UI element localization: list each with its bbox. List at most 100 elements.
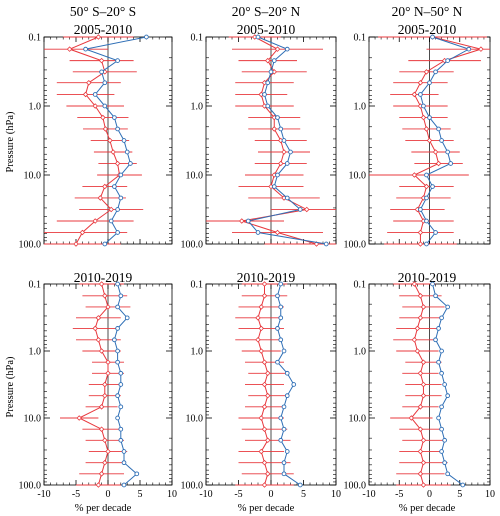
blue-point (433, 337, 438, 343)
red-point (105, 370, 111, 377)
data-layer (60, 281, 140, 488)
red-point (258, 304, 265, 310)
red-point (79, 229, 86, 236)
blue-point (278, 337, 284, 343)
blue-point (427, 80, 432, 86)
blue-point (442, 460, 447, 466)
blue-point (284, 449, 290, 454)
red-point (110, 149, 116, 155)
red-point (264, 370, 271, 377)
y-tick-label: 1.0 (354, 347, 367, 358)
x-tick-label: 5 (457, 489, 462, 500)
red-point (261, 293, 268, 299)
red-point (426, 137, 433, 144)
red-point (420, 459, 427, 466)
red-point (420, 114, 427, 121)
blue-point (115, 348, 120, 354)
red-point (102, 381, 108, 388)
x-tick-label: -10 (37, 489, 50, 500)
red-point (105, 448, 111, 455)
blue-point (427, 115, 432, 120)
red-point (92, 325, 98, 332)
red-point (238, 218, 245, 224)
blue-point (430, 281, 435, 287)
x-axis-label-left: % per decade (75, 503, 132, 514)
x-tick-label: -10 (199, 489, 212, 500)
blue-point (430, 34, 435, 40)
blue-point (424, 218, 429, 224)
data-layer (369, 34, 490, 247)
red-point (417, 426, 424, 432)
x-tick-label: 0 (106, 489, 111, 500)
blue-point (118, 370, 124, 376)
red-point (97, 195, 104, 201)
red-point (414, 325, 421, 332)
blue-point (439, 426, 444, 432)
y-tick-label: 10.0 (186, 414, 204, 425)
blue-point (278, 281, 284, 287)
blue-point (115, 230, 120, 235)
blue-point (275, 172, 280, 178)
blue-point (439, 138, 444, 143)
title-period-bottom-right: 2010-2019 (398, 270, 457, 285)
red-point (264, 471, 271, 477)
red-point (98, 348, 105, 354)
red-point (411, 91, 418, 98)
blue-point (124, 315, 130, 321)
blue-point (288, 149, 293, 155)
red-point (261, 426, 268, 432)
blue-point (445, 393, 450, 399)
blue-point (281, 348, 287, 354)
blue-point (245, 218, 251, 224)
x-tick-label: 10 (331, 489, 341, 500)
blue-point (284, 370, 290, 376)
blue-point (323, 241, 329, 247)
blue-point (108, 218, 114, 224)
blue-point (265, 103, 271, 109)
blue-point (278, 126, 284, 132)
blue-point (439, 370, 444, 376)
blue-point (445, 471, 450, 477)
red-point (408, 415, 415, 421)
red-point (417, 370, 424, 377)
data-layer (206, 34, 336, 247)
red-point (98, 281, 105, 287)
red-point (73, 241, 79, 247)
red-point (105, 359, 111, 365)
blue-point (278, 437, 284, 443)
blue-point (128, 161, 133, 166)
blue-point (121, 138, 127, 143)
x-axis-label-right: % per decade (399, 503, 456, 514)
blue-point (115, 126, 120, 132)
x-axis-label-center: % per decade (238, 503, 295, 514)
red-point (420, 392, 427, 399)
red-point (303, 206, 310, 213)
red-point (420, 482, 427, 488)
red-point (423, 69, 430, 75)
red-point (411, 172, 418, 178)
y-axis-label-bottom: Pressure (hPa) (5, 356, 16, 417)
red-point (423, 183, 430, 190)
red-point (271, 126, 278, 132)
red-point (261, 359, 268, 365)
red-point (258, 348, 265, 354)
blue-point (424, 241, 429, 247)
red-point (432, 149, 439, 155)
red-point (98, 426, 105, 432)
blue-point (121, 449, 127, 454)
red-point (82, 91, 89, 98)
blue-point (255, 34, 261, 40)
blue-point (83, 46, 88, 52)
x-tick-label: -5 (72, 489, 80, 500)
blue-point (118, 426, 124, 432)
red-point (95, 482, 102, 488)
blue-point (275, 359, 280, 365)
blue-point (445, 58, 450, 63)
red-point (258, 448, 265, 455)
blue-point (284, 393, 290, 399)
y-tick-label: 100.0 (181, 481, 204, 492)
title-period-bottom-center: 2010-2019 (237, 270, 296, 285)
red-point (264, 437, 271, 444)
blue-point (281, 471, 287, 477)
blue-point (112, 184, 117, 189)
